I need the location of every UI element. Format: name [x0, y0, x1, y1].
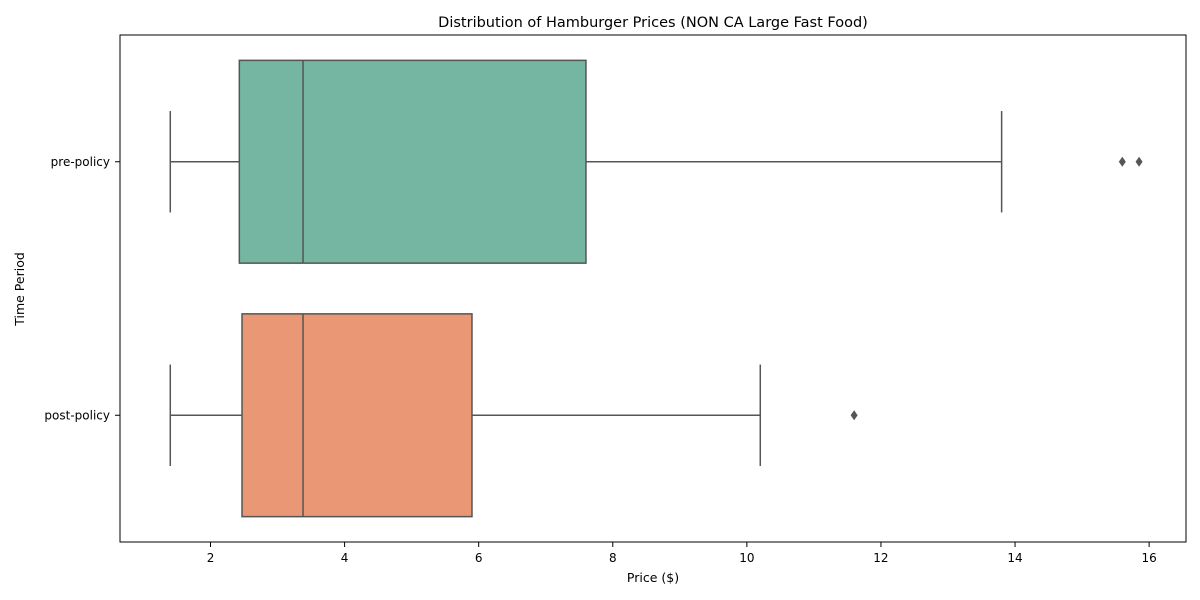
- post-policy-box: [241, 313, 473, 518]
- x-tick-label-16: 16: [1141, 551, 1156, 565]
- y-axis: pre-policy post-policy: [44, 155, 120, 422]
- x-tick-label-4: 4: [341, 551, 349, 565]
- x-tick-label-12: 12: [873, 551, 888, 565]
- x-tick-label-8: 8: [609, 551, 617, 565]
- pre-policy-outlier-1: [1118, 156, 1126, 167]
- x-tick-label-10: 10: [739, 551, 754, 565]
- x-axis-label: Price ($): [627, 570, 679, 585]
- x-tick-label-6: 6: [475, 551, 483, 565]
- x-tick-label-2: 2: [207, 551, 215, 565]
- box-plot-marks: [169, 59, 1143, 518]
- x-tick-label-14: 14: [1007, 551, 1022, 565]
- y-axis-label: Time Period: [12, 252, 27, 327]
- post-policy-outlier-1: [850, 410, 858, 421]
- y-tick-label-pre-policy: pre-policy: [51, 155, 110, 169]
- x-axis: 2 4 6 8 10 12 14 16: [207, 542, 1157, 565]
- y-tick-label-post-policy: post-policy: [44, 408, 110, 422]
- pre-policy-box: [238, 59, 587, 264]
- pre-policy-outlier-2: [1135, 156, 1143, 167]
- plot-frame: [119, 34, 1187, 543]
- chart-title: Distribution of Hamburger Prices (NON CA…: [438, 15, 868, 31]
